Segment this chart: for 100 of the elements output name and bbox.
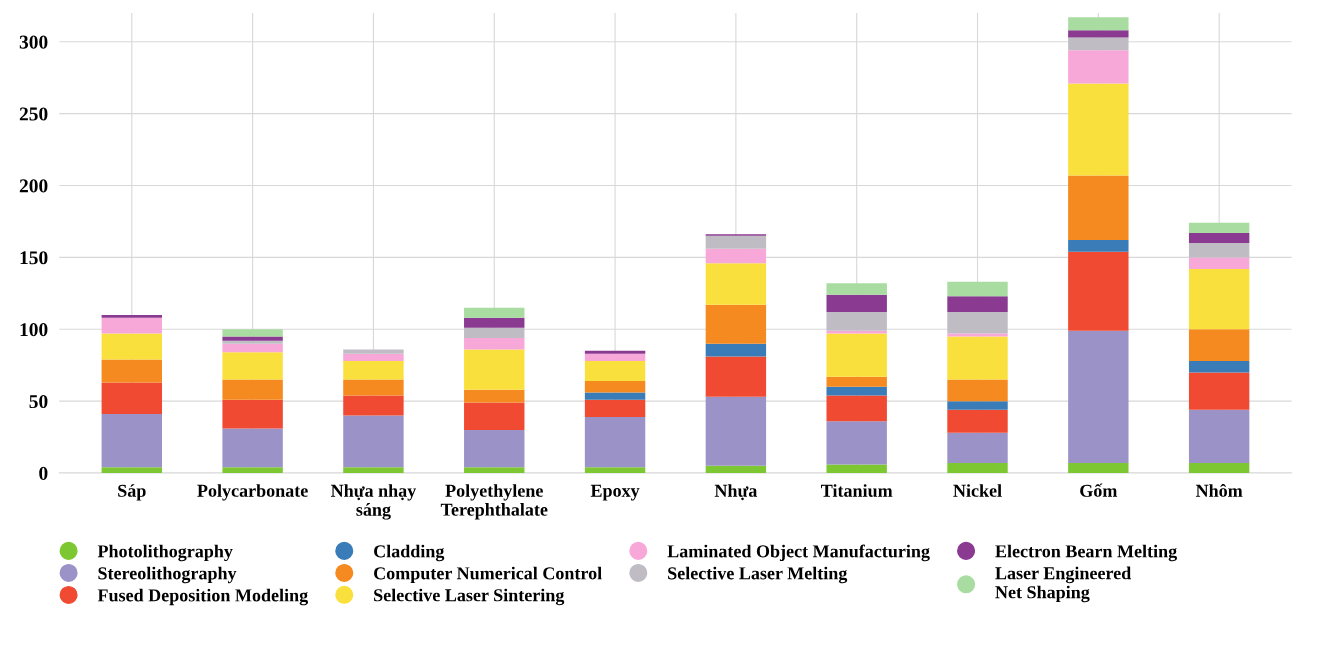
bar xyxy=(464,429,525,468)
bar xyxy=(826,283,887,295)
bar xyxy=(826,294,887,313)
bar xyxy=(1068,175,1129,241)
bar xyxy=(584,360,646,382)
bar xyxy=(464,317,525,328)
bar xyxy=(343,415,404,468)
bar xyxy=(1068,251,1129,331)
bar xyxy=(222,340,283,344)
bar xyxy=(343,379,404,396)
x-tick-label: Sáp xyxy=(118,484,146,501)
y-tick-label: 200 xyxy=(19,179,48,193)
x-tick-label: Titanium xyxy=(821,484,893,497)
bar xyxy=(1188,257,1250,269)
bar xyxy=(222,428,283,468)
bar xyxy=(826,464,887,474)
bar xyxy=(464,349,525,390)
x-tick-label: Nhựa xyxy=(714,484,758,501)
bar xyxy=(826,376,887,387)
y-tick-label: 250 xyxy=(19,107,48,121)
bar xyxy=(222,336,283,341)
bar xyxy=(947,462,1008,474)
x-tick-label: Nhựa nhạy sáng xyxy=(330,484,417,520)
bar xyxy=(947,401,1008,410)
bar xyxy=(826,395,887,422)
legend-label: Laser Engineered Net Shaping xyxy=(995,566,1132,603)
bar xyxy=(464,389,525,403)
bar xyxy=(222,379,283,400)
bar xyxy=(705,304,767,344)
bar xyxy=(584,381,646,393)
bar xyxy=(947,281,1008,297)
bar xyxy=(464,402,525,430)
bar xyxy=(1068,37,1129,51)
bar xyxy=(222,467,283,474)
bar xyxy=(1188,409,1250,463)
bar xyxy=(1188,462,1250,474)
bar xyxy=(343,349,404,354)
bar xyxy=(705,235,767,249)
y-tick-label: 50 xyxy=(29,394,48,409)
bar xyxy=(705,356,767,397)
x-tick-label: Nhôm xyxy=(1195,483,1243,497)
bar xyxy=(1068,83,1129,176)
y-tick-label: 100 xyxy=(20,323,48,337)
bar xyxy=(705,248,767,264)
bar xyxy=(584,392,646,400)
bar xyxy=(464,327,525,338)
bar xyxy=(464,337,525,350)
bar xyxy=(1188,329,1250,361)
legend-label: Selective Laser Sintering xyxy=(374,588,565,606)
bar xyxy=(826,330,887,334)
bar xyxy=(1188,372,1250,410)
x-tick-label: Polycarbonate xyxy=(197,484,308,501)
legend-label: Photolithography xyxy=(97,544,233,562)
bar xyxy=(947,409,1008,433)
bar xyxy=(1068,30,1129,38)
x-tick-label: Nickel xyxy=(953,484,1002,497)
bar xyxy=(222,352,283,380)
bar xyxy=(222,343,283,353)
bar xyxy=(947,312,1008,334)
y-tick-label: 300 xyxy=(19,35,48,49)
bar xyxy=(1188,243,1250,258)
bar xyxy=(1188,222,1250,233)
bar xyxy=(584,416,646,468)
bar xyxy=(343,467,404,474)
x-tick-label: Polyethylene Terephthalate xyxy=(440,484,548,520)
x-tick-label: Epoxy xyxy=(590,484,640,501)
bar xyxy=(826,386,887,396)
legend-label: Fused Deposition Modeling xyxy=(97,588,308,606)
bar xyxy=(947,296,1008,313)
legend-label: Electron Bearn Melting xyxy=(995,544,1177,562)
legend-label: Cladding xyxy=(374,544,445,562)
y-tick-label: 150 xyxy=(20,251,48,265)
bar xyxy=(101,467,162,474)
bar xyxy=(222,329,283,337)
bar xyxy=(584,467,646,474)
bar xyxy=(101,382,162,415)
bar xyxy=(1068,50,1129,84)
bar xyxy=(826,312,887,331)
bar xyxy=(584,350,646,354)
bar xyxy=(1068,17,1129,31)
bar xyxy=(826,421,887,465)
bar xyxy=(1068,240,1129,252)
bar xyxy=(1068,330,1129,463)
y-tick-label: 0 xyxy=(39,466,48,480)
bar xyxy=(584,353,646,361)
legend-label: Selective Laser Melting xyxy=(668,566,848,584)
bar xyxy=(343,360,404,380)
bar xyxy=(947,379,1008,402)
bar xyxy=(101,414,162,468)
legend-label: Stereolithography xyxy=(98,566,237,584)
x-tick-label: Gốm xyxy=(1080,483,1118,497)
bar xyxy=(584,399,646,417)
legend-label: Computer Numerical Control xyxy=(374,566,602,584)
bar xyxy=(464,307,525,318)
bar xyxy=(101,333,162,360)
bar xyxy=(343,353,404,361)
bar xyxy=(1188,360,1250,373)
bar xyxy=(947,336,1008,380)
bar xyxy=(705,465,767,474)
bar xyxy=(826,333,887,377)
